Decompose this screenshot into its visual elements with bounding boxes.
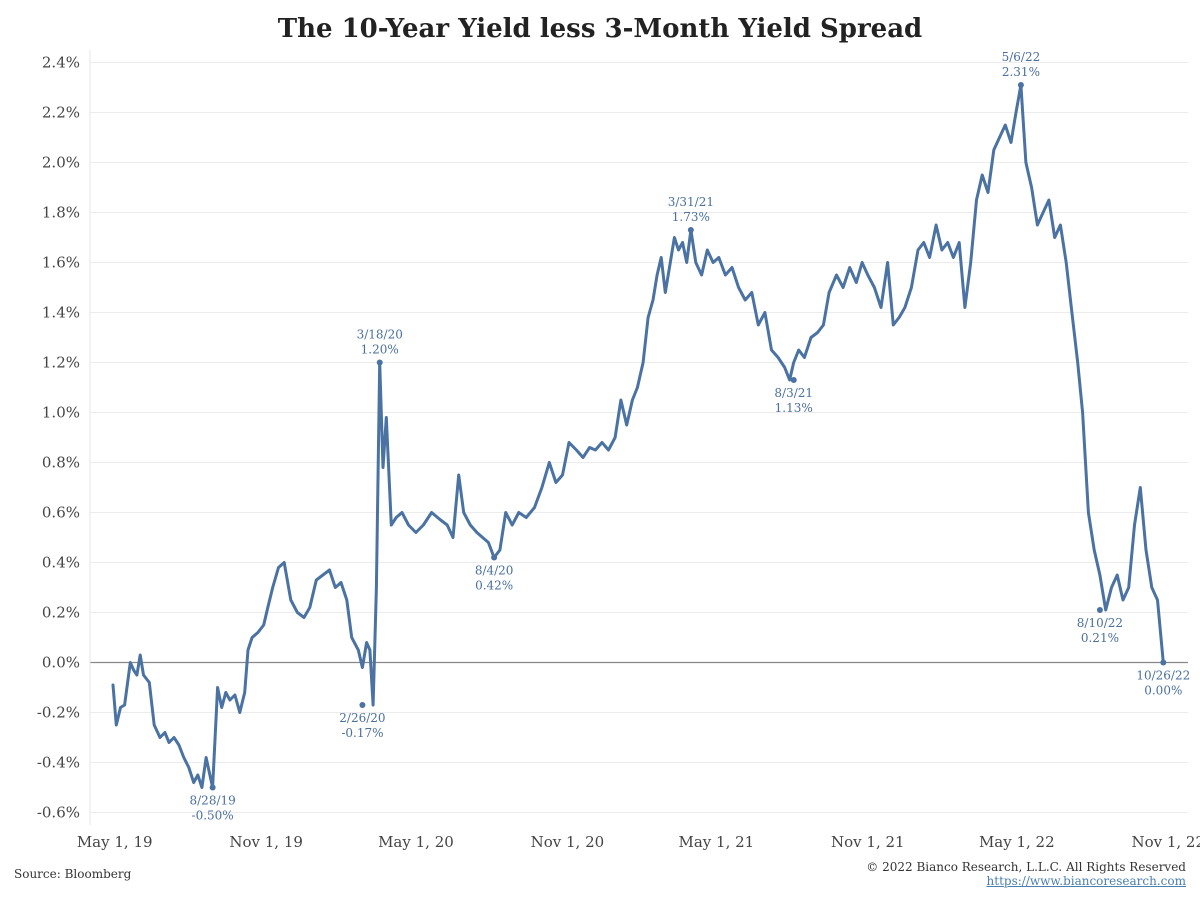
annotation-value: 0.21% — [1081, 631, 1119, 645]
y-tick-label: 1.4% — [42, 304, 80, 322]
annotation-value: -0.17% — [341, 726, 383, 740]
annotation-marker — [491, 554, 498, 561]
annotation-date: 3/18/20 — [357, 328, 403, 342]
annotation-date: 8/28/19 — [190, 794, 236, 808]
annotations: 8/28/19-0.50% 2/26/20-0.17% 3/18/201.20% 8/… — [190, 50, 1191, 823]
series-line — [111, 83, 1165, 789]
annotation-value: 1.73% — [672, 210, 710, 224]
y-tick-label: 0.4% — [42, 554, 80, 572]
y-tick-label: -0.4% — [37, 754, 80, 772]
annotation-value: 1.20% — [361, 343, 399, 357]
annotation-marker — [376, 359, 383, 366]
y-tick-label: 0.8% — [42, 454, 80, 472]
y-tick-label: 1.6% — [42, 254, 80, 272]
y-tick-label: -0.6% — [37, 804, 80, 822]
annotation-value: 0.00% — [1144, 684, 1182, 698]
copyright-block: © 2022 Bianco Research, L.L.C. All Right… — [866, 860, 1186, 888]
y-tick-label: 2.0% — [42, 154, 80, 172]
y-tick-label: 1.0% — [42, 404, 80, 422]
y-tick-label: 0.6% — [42, 504, 80, 522]
annotation-marker — [687, 227, 694, 233]
annotation-marker — [1096, 607, 1103, 613]
x-tick-label: Nov 1, 20 — [531, 833, 605, 851]
x-tick-label: May 1, 22 — [979, 833, 1055, 851]
annotation-date: 5/6/22 — [1002, 50, 1041, 64]
annotation-value: -0.50% — [192, 809, 234, 823]
chart-title: The 10-Year Yield less 3-Month Yield Spr… — [277, 14, 923, 44]
y-tick-label: 1.2% — [42, 354, 80, 372]
annotation-date: 8/10/22 — [1077, 616, 1123, 630]
x-tick-label: Nov 1, 22 — [1131, 833, 1200, 851]
x-tick-label: Nov 1, 21 — [831, 833, 905, 851]
annotation-date: 3/31/21 — [668, 195, 714, 209]
annotation-value: 1.13% — [775, 401, 813, 415]
annotation-marker — [1017, 82, 1024, 88]
annotation-value: 0.42% — [475, 579, 513, 593]
x-axis-tick-labels: May 1, 19 Nov 1, 19 May 1, 20 Nov 1, 20 May … — [77, 833, 1200, 851]
annotation-value: 2.31% — [1002, 65, 1040, 79]
series-lines — [111, 83, 1165, 789]
copyright-text: © 2022 Bianco Research, L.L.C. All Right… — [866, 860, 1186, 874]
y-tick-label: -0.2% — [37, 704, 80, 722]
y-tick-label: 2.2% — [42, 104, 80, 122]
y-tick-label: 0.2% — [42, 604, 80, 622]
annotation-date: 10/26/22 — [1136, 669, 1190, 683]
y-tick-label: 1.8% — [42, 204, 80, 222]
website-link[interactable]: https://www.biancoresearch.com — [986, 874, 1186, 888]
y-axis-tick-labels: -0.6% -0.4% -0.2% 0.0% 0.2% 0.4% 0.6% 0.8% 1.0% 1… — [37, 54, 80, 822]
y-tick-label: 0.0% — [42, 654, 80, 672]
annotation-date: 8/3/21 — [774, 386, 813, 400]
annotation-date: 8/4/20 — [475, 564, 514, 578]
x-tick-label: May 1, 20 — [378, 833, 454, 851]
annotation-marker — [1160, 659, 1167, 666]
x-tick-label: May 1, 19 — [77, 833, 153, 851]
annotation-date: 2/26/20 — [339, 711, 385, 725]
annotation-marker — [790, 377, 797, 383]
annotation-marker — [209, 784, 216, 791]
annotation-marker — [359, 702, 366, 708]
source-note: Source: Bloomberg — [14, 867, 132, 881]
x-tick-label: May 1, 21 — [679, 833, 755, 851]
y-tick-label: 2.4% — [42, 54, 80, 72]
grid-lines — [89, 50, 1188, 825]
x-tick-label: Nov 1, 19 — [229, 833, 303, 851]
